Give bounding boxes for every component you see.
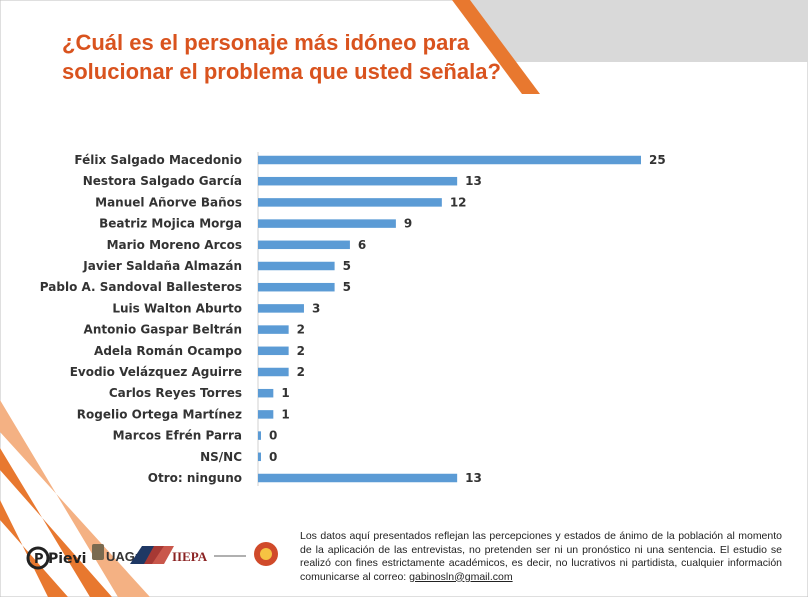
data-label: 5 bbox=[343, 280, 351, 294]
bar bbox=[258, 346, 289, 356]
data-label: 0 bbox=[269, 450, 277, 464]
svg-text:P: P bbox=[34, 552, 44, 567]
category-label: Evodio Velázquez Aguirre bbox=[70, 365, 242, 379]
bar bbox=[258, 304, 304, 313]
category-label: Carlos Reyes Torres bbox=[109, 386, 242, 400]
data-label: 12 bbox=[450, 195, 467, 209]
data-label: 1 bbox=[281, 386, 289, 400]
bar bbox=[258, 388, 274, 398]
category-label: Antonio Gaspar Beltrán bbox=[84, 323, 242, 337]
category-label: Beatriz Mojica Morga bbox=[99, 217, 242, 231]
top-gray-band bbox=[460, 0, 808, 62]
category-label: Nestora Salgado García bbox=[83, 174, 242, 188]
data-label: 2 bbox=[297, 365, 305, 379]
iiepa-logo: IIEPA bbox=[172, 549, 246, 564]
bar bbox=[258, 452, 261, 462]
contact-email-link[interactable]: gabinosln@gmail.com bbox=[409, 570, 513, 583]
bar bbox=[258, 367, 289, 377]
uagro-shield-logo: UAGro bbox=[92, 544, 174, 564]
svg-text:IIEPA: IIEPA bbox=[172, 549, 208, 564]
data-label: 1 bbox=[281, 407, 289, 421]
data-label: 5 bbox=[343, 259, 351, 273]
bar bbox=[258, 198, 442, 207]
data-label: 0 bbox=[269, 429, 277, 443]
logo-strip: P Pievi UAGro IIEPA bbox=[24, 534, 294, 578]
top-orange-stripe bbox=[452, 0, 540, 94]
bar bbox=[258, 261, 335, 271]
category-label: Rogelio Ortega Martínez bbox=[77, 407, 242, 421]
category-label: Adela Román Ocampo bbox=[94, 344, 242, 358]
category-label: Otro: ninguno bbox=[148, 471, 242, 485]
data-label: 9 bbox=[404, 217, 412, 231]
chart-title: ¿Cuál es el personaje más idóneo para so… bbox=[62, 30, 501, 84]
svg-text:Pievi: Pievi bbox=[48, 551, 86, 567]
category-label: Javier Saldaña Almazán bbox=[82, 259, 242, 273]
category-label: Mario Moreno Arcos bbox=[107, 238, 242, 252]
category-label: Félix Salgado Macedonio bbox=[74, 153, 242, 167]
bar bbox=[258, 410, 274, 419]
bar bbox=[258, 240, 350, 250]
data-label: 6 bbox=[358, 238, 366, 252]
category-label: NS/NC bbox=[200, 450, 242, 464]
category-label: Pablo A. Sandoval Ballesteros bbox=[40, 280, 242, 294]
bar bbox=[258, 282, 335, 292]
category-label: Marcos Efrén Parra bbox=[113, 429, 242, 443]
data-label: 2 bbox=[297, 344, 305, 358]
data-label: 25 bbox=[649, 153, 666, 167]
seal-logo bbox=[254, 542, 278, 566]
data-label: 3 bbox=[312, 301, 320, 315]
data-label: 2 bbox=[297, 323, 305, 337]
data-label: 13 bbox=[465, 471, 482, 485]
bar bbox=[258, 155, 641, 165]
category-label: Luis Walton Aburto bbox=[112, 301, 242, 315]
pievi-logo: P Pievi bbox=[26, 546, 86, 570]
disclaimer-text: Los datos aquí presentados reflejan las … bbox=[300, 530, 782, 583]
bar bbox=[258, 176, 458, 186]
bar bbox=[258, 473, 458, 483]
bar bbox=[258, 431, 261, 440]
category-label: Manuel Añorve Baños bbox=[95, 195, 242, 209]
data-label: 13 bbox=[465, 174, 482, 188]
bar bbox=[258, 325, 289, 334]
bar bbox=[258, 219, 396, 228]
